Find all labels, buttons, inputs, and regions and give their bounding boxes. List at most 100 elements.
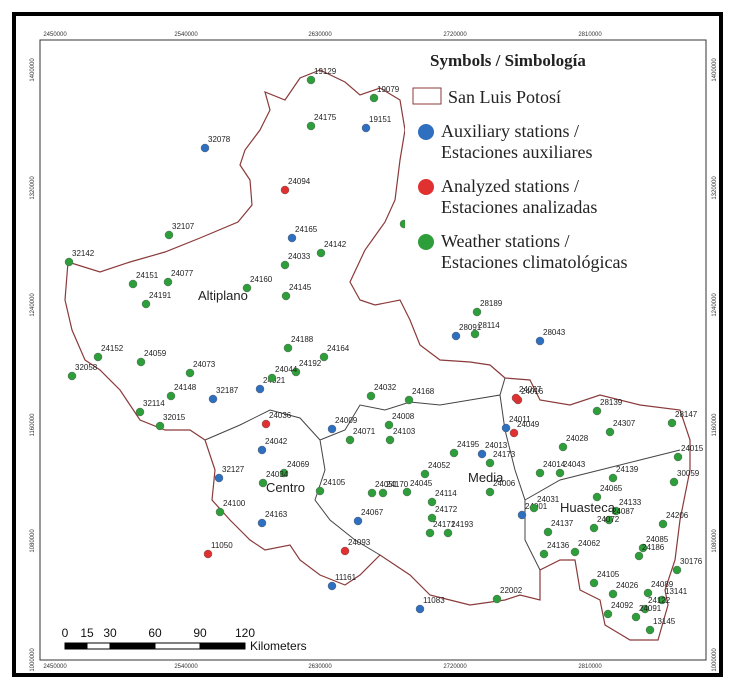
station-label: 13141 <box>665 587 688 596</box>
station-label: 28189 <box>480 299 503 308</box>
station-label: 24089 <box>651 580 674 589</box>
station-label: 24133 <box>619 498 642 507</box>
station-label: 24042 <box>265 437 288 446</box>
x-tick-label: 2810000 <box>578 32 602 38</box>
station-label: 28139 <box>600 398 623 407</box>
station-marker <box>509 428 519 438</box>
station-label: 19079 <box>377 85 400 94</box>
scale-segment <box>64 642 88 650</box>
station-label: 24103 <box>393 427 416 436</box>
y-tick-label: 1400000 <box>30 58 36 82</box>
station-label: 24148 <box>174 383 197 392</box>
station-marker <box>603 609 613 619</box>
station-marker <box>427 513 437 523</box>
station-label: 24151 <box>136 271 159 280</box>
region-label: Altiplano <box>198 288 248 303</box>
station-label: 30059 <box>677 469 700 478</box>
station-marker <box>402 487 412 497</box>
station-marker <box>443 528 453 538</box>
station-marker <box>535 468 545 478</box>
scale-segment <box>109 642 156 650</box>
station-marker <box>203 549 213 559</box>
station-label: 24145 <box>289 283 312 292</box>
station-label: 24013 <box>485 441 508 450</box>
station-marker <box>366 391 376 401</box>
station-marker <box>267 373 277 383</box>
station-label: 24051 <box>375 480 398 489</box>
station-label: 19151 <box>369 115 392 124</box>
station-label: 24072 <box>597 515 620 524</box>
x-tick-label: 2720000 <box>443 664 467 670</box>
station-label: 24044 <box>275 365 298 374</box>
scale-tick: 15 <box>80 626 94 640</box>
legend-label: Estaciones analizadas <box>441 197 597 217</box>
station-label: 24094 <box>288 177 311 186</box>
legend-label: Estaciones auxiliares <box>441 142 592 162</box>
station-label: 24036 <box>269 411 292 420</box>
station-label: 24186 <box>642 543 665 552</box>
station-label: 24152 <box>101 344 124 353</box>
station-marker <box>353 516 363 526</box>
station-marker <box>257 445 267 455</box>
station-marker <box>604 515 614 525</box>
station-label: 32114 <box>143 399 165 408</box>
station-marker <box>261 419 271 429</box>
station-label: 28043 <box>543 328 566 337</box>
x-tick-label: 2540000 <box>174 32 198 38</box>
station-marker <box>340 546 350 556</box>
legend-label: Auxiliary stations / <box>441 121 579 141</box>
station-label: 24026 <box>616 581 639 590</box>
station-marker <box>93 352 103 362</box>
station-label: 24114 <box>435 489 457 498</box>
station-label: 32187 <box>216 386 239 395</box>
station-marker <box>135 407 145 417</box>
station-marker <box>485 458 495 468</box>
station-marker <box>589 523 599 533</box>
station-marker <box>258 478 268 488</box>
station-marker <box>658 519 668 529</box>
station-marker <box>638 543 648 553</box>
y-tick-label: 1000000 <box>712 648 718 672</box>
station-label: 24032 <box>374 383 397 392</box>
station-marker <box>306 121 316 131</box>
station-marker <box>608 473 618 483</box>
station-marker <box>529 503 539 513</box>
station-label: 13145 <box>653 617 676 626</box>
station-marker <box>215 507 225 517</box>
station-marker <box>672 565 682 575</box>
station-marker <box>369 93 379 103</box>
y-tick-label: 1320000 <box>30 176 36 200</box>
station-marker <box>280 260 290 270</box>
station-marker <box>281 291 291 301</box>
station-label: 24191 <box>149 291 172 300</box>
station-marker <box>472 307 482 317</box>
station-marker <box>555 468 565 478</box>
station-label: 24034 <box>266 470 289 479</box>
station-marker <box>315 486 325 496</box>
station-label: 24093 <box>348 538 371 547</box>
station-marker <box>163 277 173 287</box>
station-label: 28147 <box>675 410 698 419</box>
station-label: 24067 <box>361 508 384 517</box>
station-label: 24059 <box>144 349 167 358</box>
station-marker <box>611 506 621 516</box>
y-tick-label: 1080000 <box>30 529 36 553</box>
station-label: 24049 <box>517 420 540 429</box>
scale-unit: Kilometers <box>250 639 307 653</box>
station-marker <box>316 248 326 258</box>
station-label: 24028 <box>566 434 589 443</box>
station-label: 24165 <box>295 225 318 234</box>
station-marker <box>306 75 316 85</box>
legend-title: Symbols / Simbología <box>430 51 586 70</box>
station-marker <box>214 473 224 483</box>
station-label: 24027 <box>519 385 542 394</box>
station-marker <box>570 547 580 557</box>
station-label: 24172 <box>435 505 458 514</box>
station-label: 24193 <box>451 520 474 529</box>
station-marker <box>608 589 618 599</box>
station-marker <box>385 435 395 445</box>
station-marker <box>470 329 480 339</box>
station-label: 24171 <box>433 520 456 529</box>
station-marker <box>605 427 615 437</box>
legend-bg <box>405 44 705 274</box>
